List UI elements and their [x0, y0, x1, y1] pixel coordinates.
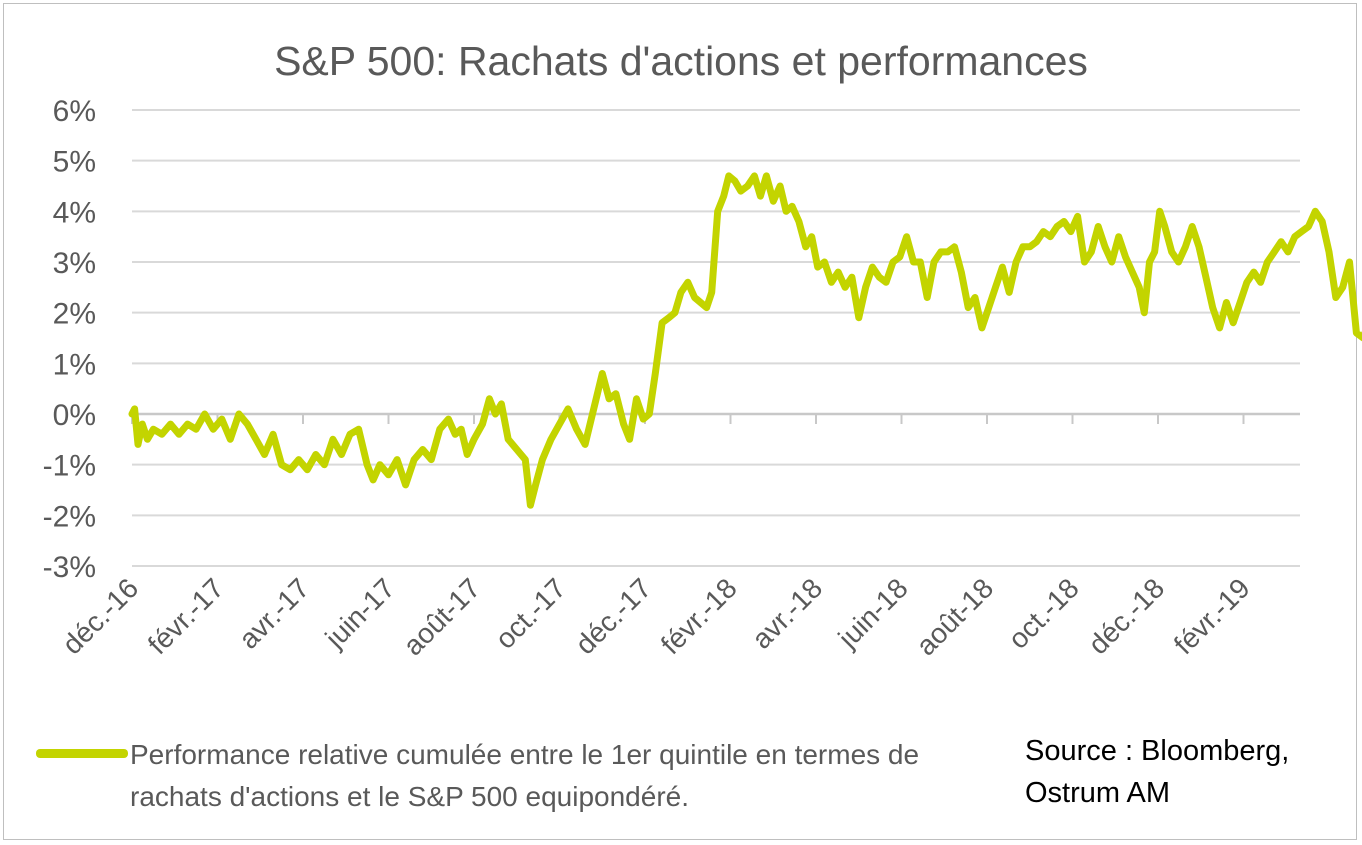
x-tick-label: févr.-17 — [142, 572, 230, 660]
x-tick-label: déc.-17 — [569, 572, 657, 660]
legend-label: Performance relative cumulée entre le 1e… — [130, 739, 920, 812]
source-note: Source : Bloomberg, Ostrum AM — [1025, 735, 1290, 809]
y-tick-label: 0% — [53, 399, 96, 432]
x-tick-label: févr.-19 — [1168, 572, 1256, 660]
y-tick-label: 1% — [53, 348, 96, 381]
gridlines — [132, 109, 1300, 567]
x-tick-label: avr.-17 — [233, 572, 315, 654]
y-tick-label: -3% — [43, 551, 96, 584]
y-tick-label: 4% — [53, 196, 96, 229]
x-tick-label: déc.-18 — [1082, 572, 1170, 660]
x-tick-label: oct.-18 — [1002, 572, 1084, 654]
series-line — [128, 172, 1362, 509]
x-tick-label: oct.-17 — [489, 572, 571, 654]
chart-title: S&P 500: Rachats d'actions et performanc… — [274, 38, 1088, 84]
y-tick-label: 5% — [53, 146, 96, 179]
x-tick-label: juin-17 — [319, 572, 401, 654]
x-tick-label: févr.-18 — [655, 572, 743, 660]
y-tick-label: 6% — [53, 95, 96, 128]
legend-swatch — [36, 749, 128, 758]
y-axis: 6% 5% 4% 3% 2% 1% 0% -1% -2% -3% — [43, 95, 96, 584]
y-tick-label: 2% — [53, 298, 96, 331]
y-tick-label: -2% — [43, 500, 96, 533]
y-tick-label: -1% — [43, 450, 96, 483]
y-tick-label: 3% — [53, 247, 96, 280]
x-tick-label: juin-18 — [832, 572, 914, 654]
x-tick-label: août-17 — [397, 572, 486, 661]
x-tick-label: avr.-18 — [746, 572, 828, 654]
series-layer — [128, 172, 1362, 509]
x-tick-label: déc.-16 — [56, 572, 144, 660]
x-tick-label: août-18 — [910, 572, 999, 661]
chart-frame — [3, 3, 1357, 840]
